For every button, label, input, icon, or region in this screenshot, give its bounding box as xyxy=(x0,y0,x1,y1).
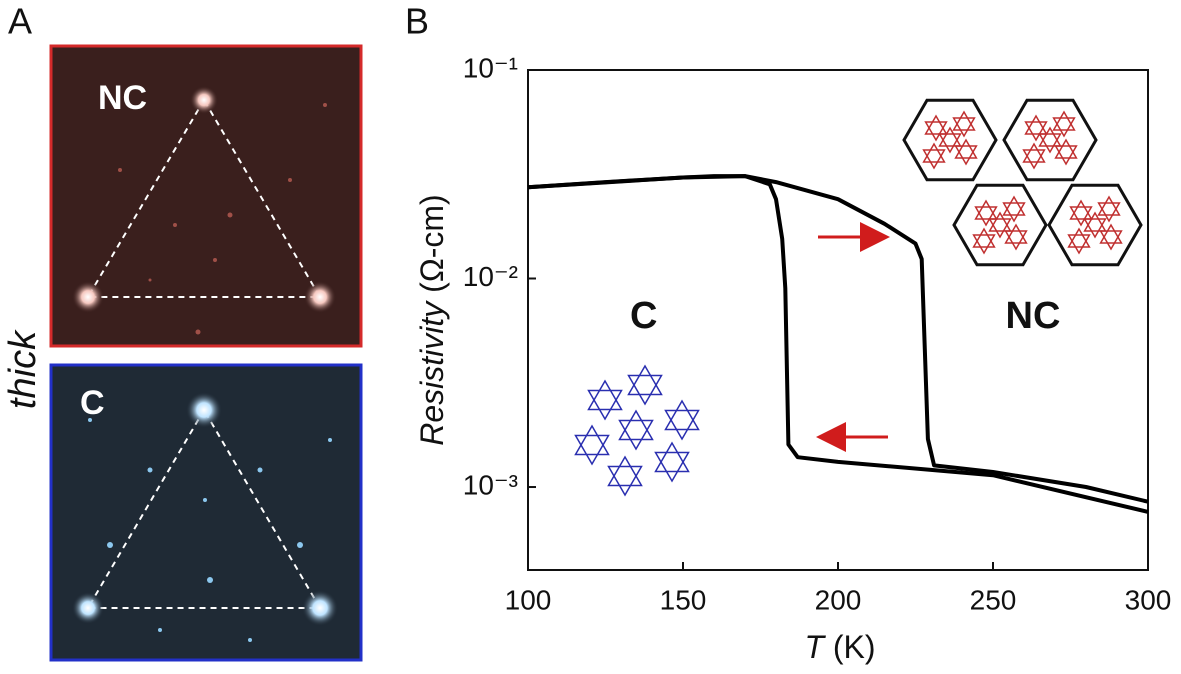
star-icon xyxy=(988,218,1012,239)
diffraction-c xyxy=(49,363,363,662)
x-tick-label: 200 xyxy=(815,584,862,615)
hexagon-icon xyxy=(1047,183,1143,267)
star-icon xyxy=(988,211,1012,232)
x-axis-title: T xyxy=(804,629,826,665)
star-icon xyxy=(574,424,610,456)
star-icon xyxy=(1083,218,1107,239)
star-icon xyxy=(587,389,623,421)
y-tick-label: 10⁻¹ xyxy=(463,52,518,83)
x-tick-label: 100 xyxy=(505,584,552,615)
y-axis-unit: (Ω-cm) xyxy=(414,194,450,293)
star-icon xyxy=(654,451,690,483)
star-icon xyxy=(1038,133,1062,154)
star-icon xyxy=(954,138,978,159)
side-label: thick xyxy=(2,329,44,409)
star-icon xyxy=(1024,114,1048,135)
hexagon-icon xyxy=(902,98,998,182)
star-icon xyxy=(974,206,998,227)
star-icon xyxy=(627,364,663,396)
star-icon xyxy=(1052,110,1076,131)
star-icon xyxy=(618,409,654,441)
star-icon xyxy=(924,121,948,142)
y-axis-title: Resistivity xyxy=(414,300,450,446)
panel-label: A xyxy=(8,1,32,42)
star-icon xyxy=(574,434,610,466)
star-icon xyxy=(1054,145,1078,166)
star-icon xyxy=(1022,149,1046,170)
star-icon xyxy=(974,199,998,220)
star-icon xyxy=(924,114,948,135)
hexagon-icon xyxy=(1002,98,1098,182)
star-icon xyxy=(1052,117,1076,138)
star-icon xyxy=(1024,121,1048,142)
x-tick-label: 150 xyxy=(660,584,707,615)
star-icon xyxy=(587,379,623,411)
star-icon xyxy=(938,133,962,154)
x-axis-label: T (K) xyxy=(804,629,875,665)
star-icon xyxy=(664,399,700,431)
star-icon xyxy=(607,465,643,497)
pattern-label: C xyxy=(80,384,105,422)
star-icon xyxy=(938,126,962,147)
star-icon xyxy=(1097,202,1121,223)
panel-label: B xyxy=(405,1,429,42)
x-tick-label: 250 xyxy=(970,584,1017,615)
pattern-label: NC xyxy=(98,79,147,117)
annotation: C xyxy=(630,295,657,337)
star-icon xyxy=(1002,195,1026,216)
star-icon xyxy=(1067,234,1091,255)
star-icon xyxy=(1004,223,1028,244)
star-icon xyxy=(972,227,996,248)
star-icon xyxy=(1099,230,1123,251)
star-icon xyxy=(654,441,690,473)
star-icon xyxy=(1099,223,1123,244)
star-icon xyxy=(1038,126,1062,147)
star-icon xyxy=(922,142,946,163)
star-icon xyxy=(952,110,976,131)
x-tick-label: 300 xyxy=(1125,584,1172,615)
x-axis-unit: (K) xyxy=(833,629,876,665)
hexagon-icon xyxy=(952,183,1048,267)
star-icon xyxy=(1004,230,1028,251)
star-icon xyxy=(627,374,663,406)
star-icon xyxy=(972,234,996,255)
curve xyxy=(527,174,1149,504)
star-icon xyxy=(954,145,978,166)
star-icon xyxy=(1054,138,1078,159)
diffraction-nc xyxy=(49,44,363,348)
star-icon xyxy=(1083,211,1107,232)
y-tick-label: 10⁻² xyxy=(463,261,518,292)
star-icon xyxy=(618,419,654,451)
star-icon xyxy=(922,149,946,170)
star-icon xyxy=(607,455,643,487)
star-icon xyxy=(1067,227,1091,248)
annotation: NC xyxy=(1006,295,1061,337)
star-icon xyxy=(1022,142,1046,163)
star-icon xyxy=(1069,206,1093,227)
star-icon xyxy=(1002,202,1026,223)
star-icon xyxy=(1069,199,1093,220)
y-axis-label: Resistivity (Ω-cm) xyxy=(414,194,450,445)
star-icon xyxy=(1097,195,1121,216)
star-icon xyxy=(952,117,976,138)
y-tick-label: 10⁻³ xyxy=(463,469,518,500)
star-icon xyxy=(664,409,700,441)
